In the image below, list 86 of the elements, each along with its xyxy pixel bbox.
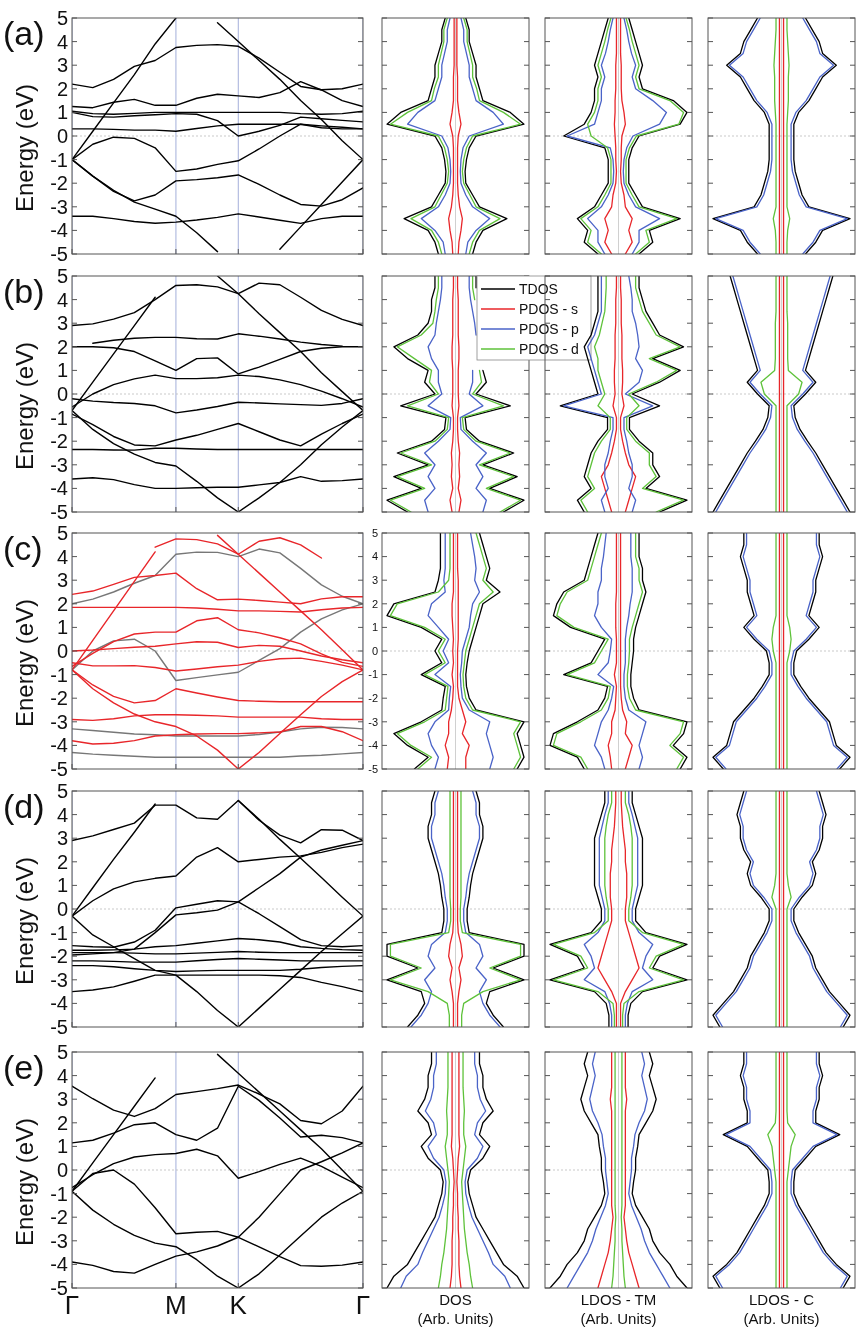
chart-title: (a) — [3, 14, 45, 52]
y-tick-label: -1 — [50, 663, 68, 686]
y-tick-label: 0 — [56, 125, 68, 147]
x-tick-label: K — [229, 1290, 248, 1320]
y-tick-label: 1 — [56, 101, 68, 124]
y-tick-label: -5 — [368, 762, 378, 775]
y-tick-label: 3 — [56, 1088, 68, 1111]
y-tick-label: 2 — [56, 1111, 68, 1134]
y-tick-label: 0 — [56, 898, 68, 920]
y-tick-label: 2 — [371, 597, 378, 610]
y-tick-label: 4 — [56, 30, 68, 53]
y-tick-label: -4 — [50, 219, 68, 242]
y-tick-label: 1 — [371, 621, 378, 634]
y-tick-label: 2 — [56, 77, 68, 100]
y-tick-label: 1 — [56, 1135, 68, 1158]
y-tick-label: 5 — [56, 265, 68, 287]
y-axis-title: Energy (eV) — [11, 598, 38, 728]
legend-label: PDOS - d — [519, 340, 579, 357]
y-tick-label: 3 — [56, 312, 68, 335]
y-tick-label: 0 — [371, 644, 378, 657]
y-tick-label: -1 — [50, 148, 68, 171]
y-tick-label: 1 — [56, 616, 68, 639]
y-tick-label: -4 — [368, 739, 378, 752]
y-tick-label: -5 — [50, 1016, 68, 1038]
y-tick-label: 4 — [56, 545, 68, 568]
y-tick-label: -5 — [50, 243, 68, 265]
x-tick-label: M — [165, 1290, 187, 1320]
chart-title: (b) — [3, 272, 45, 310]
legend-label: PDOS - p — [519, 320, 580, 337]
y-tick-label: -3 — [50, 710, 68, 733]
y-tick-label: -2 — [368, 692, 378, 705]
y-tick-label: 0 — [56, 640, 68, 662]
legend-label: TDOS — [519, 280, 558, 297]
y-tick-label: -2 — [50, 430, 68, 453]
y-tick-label: 2 — [56, 850, 68, 873]
y-tick-label: -2 — [50, 687, 68, 710]
y-tick-label: 2 — [56, 592, 68, 615]
y-tick-label: -5 — [50, 1277, 68, 1299]
y-tick-label: -4 — [50, 477, 68, 500]
chart-title: (c) — [3, 529, 43, 567]
y-tick-label: -1 — [368, 668, 378, 681]
y-tick-label: 4 — [56, 1064, 68, 1087]
y-tick-label: 0 — [56, 1159, 68, 1181]
y-tick-label: 1 — [56, 359, 68, 382]
y-tick-label: -2 — [50, 1206, 68, 1229]
y-tick-label: 5 — [56, 522, 68, 544]
y-tick-label: -1 — [50, 921, 68, 944]
y-tick-label: -2 — [50, 172, 68, 195]
y-tick-label: -3 — [50, 195, 68, 218]
y-tick-label: 1 — [56, 874, 68, 897]
y-tick-label: -4 — [50, 734, 68, 757]
y-axis-title: Energy (eV) — [11, 83, 38, 213]
y-tick-label: 5 — [371, 526, 378, 539]
chart-title: (d) — [3, 787, 45, 825]
y-tick-label: -1 — [50, 406, 68, 429]
x-axis-title: DOS (Arb. Units) — [417, 1291, 494, 1327]
x-axis-title: LDOS - C (Arb. Units) — [743, 1291, 820, 1327]
y-tick-label: 3 — [56, 827, 68, 850]
y-tick-label: -4 — [50, 1253, 68, 1276]
legend-label: PDOS - s — [519, 300, 579, 317]
x-tick-label: Γ — [355, 1290, 371, 1320]
y-tick-label: -3 — [50, 1229, 68, 1252]
chart-title: (e) — [3, 1048, 45, 1086]
y-tick-label: 3 — [56, 54, 68, 77]
y-axis-title: Energy (eV) — [11, 856, 38, 986]
y-tick-label: -1 — [50, 1182, 68, 1205]
y-tick-label: 5 — [56, 7, 68, 29]
y-tick-label: 0 — [56, 383, 68, 405]
y-tick-label: 4 — [56, 803, 68, 826]
y-tick-label: 4 — [371, 550, 378, 563]
y-axis-title: Energy (eV) — [11, 341, 38, 471]
y-tick-label: -3 — [50, 968, 68, 991]
y-tick-label: 3 — [371, 574, 378, 587]
y-tick-label: 2 — [56, 335, 68, 358]
y-tick-label: -5 — [50, 758, 68, 780]
y-tick-label: -3 — [368, 715, 378, 728]
y-tick-label: 5 — [56, 1041, 68, 1063]
x-axis-title: LDOS - TM (Arb. Units) — [580, 1291, 657, 1327]
y-tick-label: -3 — [50, 453, 68, 476]
y-tick-label: 3 — [56, 569, 68, 592]
y-tick-label: 4 — [56, 288, 68, 311]
y-tick-label: 5 — [56, 780, 68, 802]
y-axis-title: Energy (eV) — [11, 1117, 38, 1247]
y-tick-label: -5 — [50, 501, 68, 523]
y-tick-label: -2 — [50, 945, 68, 968]
y-tick-label: -4 — [50, 992, 68, 1015]
